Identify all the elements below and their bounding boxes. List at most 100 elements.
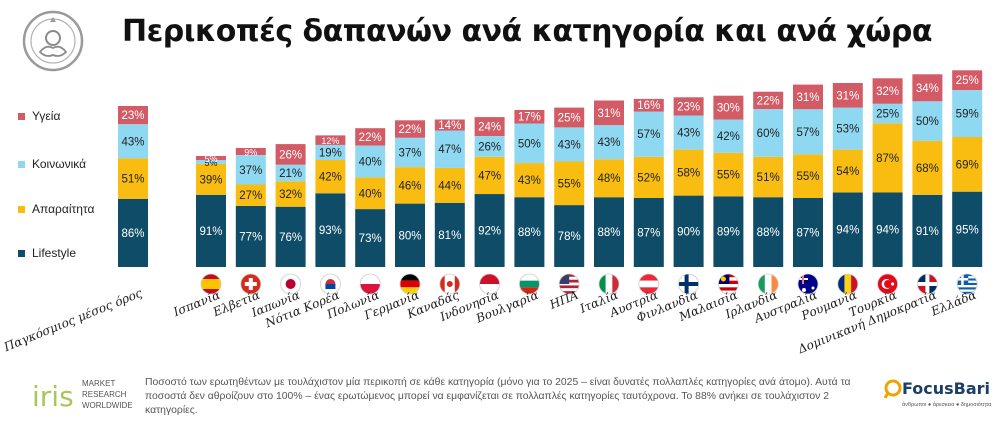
bar-segment (514, 197, 545, 267)
flag-icon (519, 273, 540, 295)
data-label: 57% (796, 127, 819, 139)
flag-icon (797, 273, 819, 295)
data-label: 43% (121, 136, 144, 148)
bar-segment (832, 107, 863, 150)
bar-segment (118, 124, 148, 159)
data-label: 40% (359, 188, 382, 200)
data-label: 16% (637, 100, 660, 112)
data-label: 44% (438, 180, 461, 192)
flag-icon (280, 273, 302, 295)
bar-segment (474, 156, 505, 195)
bar-segment (832, 149, 863, 193)
data-label: 5% (204, 154, 217, 164)
bar-segment (434, 202, 465, 267)
bar-segment (355, 145, 386, 178)
legend-swatch (18, 112, 25, 120)
data-label: 91% (199, 226, 222, 238)
data-label: 31% (597, 108, 620, 120)
flag-icon (956, 273, 978, 295)
bar-segment (554, 107, 585, 128)
data-label: 23% (677, 101, 700, 113)
data-label: 88% (597, 227, 620, 239)
data-label: 55% (558, 178, 581, 190)
flag-icon (877, 273, 898, 295)
bar-segment (395, 120, 425, 138)
bar-segment (395, 203, 425, 267)
bar-segment (673, 97, 704, 116)
data-label: 91% (916, 226, 939, 238)
bar-segment (872, 192, 903, 267)
data-label: 22% (757, 96, 780, 108)
data-label: 21% (279, 168, 302, 180)
data-label: 48% (597, 173, 620, 185)
bar-segment (474, 136, 505, 157)
data-label: 26% (478, 142, 501, 154)
bar-segment (793, 109, 823, 155)
flag-icon (598, 273, 620, 295)
data-label: 86% (121, 228, 144, 240)
data-label: 25% (876, 109, 899, 121)
bar-segment (912, 140, 943, 195)
data-label: 77% (239, 232, 262, 244)
iris-logo-line3: WORLDWIDE (82, 401, 132, 410)
bar-segment (594, 100, 624, 126)
data-label: 40% (359, 157, 382, 169)
bar-segment (474, 194, 505, 267)
bar-segment (355, 128, 386, 146)
flag-icon (359, 273, 381, 295)
flag-icon (319, 273, 341, 295)
bar-segment (315, 144, 346, 160)
data-label: 94% (876, 225, 899, 237)
data-label: 95% (956, 224, 979, 236)
flag-icon (479, 273, 501, 295)
bar-segment (713, 152, 744, 197)
bar-segment (235, 148, 266, 156)
flag-icon (718, 273, 739, 295)
iris-logo-line2: RESEARCH (82, 390, 127, 399)
bar-segment (235, 184, 266, 206)
flag-icon (200, 273, 222, 295)
bar-segment (872, 78, 903, 104)
data-label: 76% (279, 232, 302, 244)
bar-segment (118, 158, 148, 199)
bar-segment (434, 119, 465, 131)
data-label: 34% (916, 83, 939, 95)
bar-segment (514, 163, 545, 198)
data-label: 81% (438, 230, 461, 242)
data-label: 53% (836, 124, 859, 136)
iris-logo: iris MARKET RESEARCH WORLDWIDE (32, 379, 132, 413)
flag-icon (757, 273, 779, 295)
bar-segment (554, 205, 585, 267)
bar-segment (753, 197, 784, 267)
legend-label: Υγεία (32, 109, 61, 123)
bar-segment (275, 164, 306, 182)
data-label: 92% (478, 226, 501, 238)
bar-segment (554, 127, 585, 162)
data-label: 5% (204, 158, 217, 168)
iris-logo-line1: MARKET (82, 379, 115, 388)
bar-segment (474, 117, 505, 137)
bar-segment (952, 191, 983, 267)
data-label: 12% (321, 136, 339, 146)
focus-logo-tagline: άνθρωποι ● άρεσκεια ● δημοσιότητα (902, 401, 992, 408)
bar-segment (832, 83, 863, 108)
bar-segment (355, 177, 386, 210)
bar-segment (395, 137, 425, 167)
data-label: 78% (558, 231, 581, 243)
data-label: 43% (597, 137, 620, 149)
legend-item: Απαραίτητα (18, 201, 94, 217)
focus-logo-main: FocusBari (902, 379, 990, 398)
iris-logo-main: iris (32, 380, 74, 413)
data-label: 80% (398, 230, 421, 242)
bar-segment (633, 98, 664, 112)
legend-item: Υγεία (18, 108, 60, 124)
legend-label: Απαραίτητα (32, 202, 95, 216)
bar-segment (713, 119, 744, 153)
bar-segment (514, 110, 545, 124)
data-label: 55% (717, 170, 740, 182)
flag-icon (240, 273, 262, 295)
data-label: 25% (956, 75, 979, 87)
data-label: 25% (558, 113, 581, 125)
bar-segment (275, 144, 306, 165)
